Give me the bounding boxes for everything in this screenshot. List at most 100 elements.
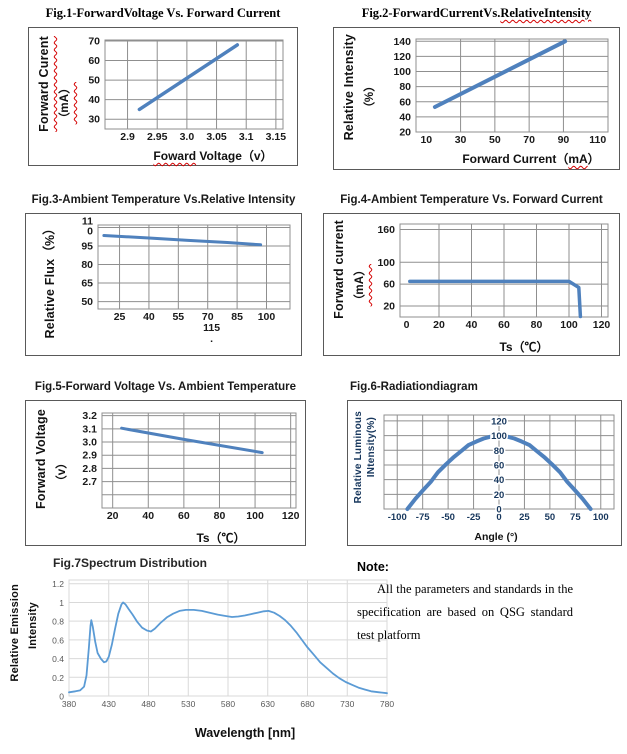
fig7-y-axis-title-line2: Intensity (27, 602, 39, 650)
fig5-title-text: Fig.5-Forward Voltage Vs. Ambient Temper… (34, 381, 297, 393)
svg-text:40: 40 (494, 475, 505, 486)
svg-text:80: 80 (399, 81, 411, 93)
note-block: Note: All the parameters and standards i… (357, 560, 573, 647)
fig4-frame: Forward current （mA） 0 20 40 60 80 100 120 160 1… (323, 213, 620, 356)
fig2-y-axis-title: Relative Intensity (342, 34, 356, 141)
fig5-y-axis-title: Forward Voltage (34, 409, 48, 510)
svg-text:60: 60 (88, 55, 100, 67)
fig4-x-axis-title: Ts（℃） (499, 340, 549, 354)
svg-text:3.0: 3.0 (180, 131, 195, 143)
svg-text:3.1: 3.1 (239, 131, 254, 143)
svg-text:0: 0 (59, 692, 64, 702)
svg-text:3.15: 3.15 (266, 131, 287, 143)
svg-text:40: 40 (143, 311, 155, 323)
svg-text:0.2: 0.2 (52, 673, 64, 683)
svg-text:0.4: 0.4 (52, 654, 64, 664)
fig3-title: Fig.3-Ambient Temperature Vs.Relative In… (25, 194, 302, 206)
svg-text:100: 100 (491, 431, 507, 442)
svg-text:30: 30 (88, 114, 100, 126)
svg-text:480: 480 (141, 699, 155, 709)
svg-text:100: 100 (377, 257, 395, 269)
svg-text:2.95: 2.95 (147, 131, 168, 143)
svg-text:0: 0 (496, 512, 501, 523)
fig5-title: Fig.5-Forward Voltage Vs. Ambient Temper… (25, 381, 306, 393)
fig2-title: Fig.2-ForwardCurrentVs.RelativeIntensity (333, 6, 620, 21)
svg-text:-50: -50 (441, 512, 455, 523)
fig2-x-axis-title-pre: Forward Current（ (462, 152, 569, 166)
svg-text:40: 40 (466, 319, 478, 331)
svg-text:50: 50 (489, 134, 501, 146)
fig6-title-text: Fig.6-Radiationdiagram (350, 381, 478, 393)
figure-3: Fig.3-Ambient Temperature Vs.Relative In… (25, 194, 302, 356)
figure-5: Fig.5-Forward Voltage Vs. Ambient Temper… (25, 381, 306, 546)
svg-text:20: 20 (494, 490, 505, 501)
svg-text:70: 70 (523, 134, 535, 146)
svg-text:25: 25 (519, 512, 530, 523)
svg-text:-75: -75 (416, 512, 430, 523)
svg-text:70: 70 (202, 311, 214, 323)
svg-text:100: 100 (258, 311, 276, 323)
fig6-x-axis-title: Angle (°) (474, 531, 518, 543)
svg-text:60: 60 (498, 319, 510, 331)
svg-text:20: 20 (383, 301, 395, 313)
svg-text:85: 85 (231, 311, 243, 323)
svg-text:0.6: 0.6 (52, 635, 64, 645)
figure-4: Fig.4-Ambient Temperature Vs. Forward Cu… (323, 194, 620, 356)
fig7-title-text: Fig.7Spectrum Distribution (53, 556, 208, 570)
fig6-frame: Relative Luminous INtensity(%) -100 -75 -5… (347, 400, 622, 546)
svg-text:120: 120 (593, 319, 611, 331)
svg-text:10: 10 (420, 134, 432, 146)
svg-text:2.7: 2.7 (82, 476, 97, 488)
fig2-title-misspelled: RelativeIntensity (500, 6, 592, 20)
figure-1: Fig.1-ForwardVoltage Vs. Forward Current… (28, 6, 298, 167)
fig4-chart-canvas: 0 20 40 60 80 100 120 160 100 60 20 (377, 223, 611, 331)
svg-text:100: 100 (246, 510, 264, 522)
svg-text:0: 0 (87, 225, 93, 237)
svg-text:100: 100 (393, 66, 411, 78)
svg-text:.: . (210, 333, 213, 345)
svg-text:80: 80 (81, 259, 93, 271)
svg-text:0: 0 (404, 319, 410, 331)
figure-2: Fig.2-ForwardCurrentVs.RelativeIntensity… (333, 6, 620, 171)
svg-text:20: 20 (107, 510, 119, 522)
svg-text:160: 160 (377, 224, 395, 236)
svg-text:140: 140 (393, 36, 411, 48)
svg-text:680: 680 (300, 699, 314, 709)
fig2-x-axis-title-misspelled: mA (568, 152, 588, 166)
fig1-frame: Forward Curent （mA） 2.9 2.95 3.0 3.05 3.1 3.1… (28, 27, 298, 166)
fig6-y-axis-title-line1: Relative Luminous (353, 411, 364, 504)
svg-text:60: 60 (383, 279, 395, 291)
svg-text:55: 55 (172, 311, 184, 323)
svg-text:60: 60 (494, 460, 505, 471)
svg-text:60: 60 (399, 96, 411, 108)
svg-text:380: 380 (62, 699, 76, 709)
fig1-x-axis-title-misspelled: Foward (153, 149, 197, 163)
fig2-chart-canvas: 10 30 50 70 90 110 140 120 100 80 60 40 20 (393, 36, 609, 146)
fig1-y-axis-title: Forward Curent (37, 36, 51, 132)
svg-text:80: 80 (214, 510, 226, 522)
svg-text:530: 530 (181, 699, 195, 709)
note-heading: Note: (357, 560, 389, 574)
fig7-x-axis-title: Wavelength [nm] (194, 726, 296, 740)
svg-text:120: 120 (491, 416, 507, 427)
fig5-frame: Forward Voltage （v） 20 40 60 80 100 120 3.2 3.1… (25, 400, 306, 546)
figure-7: Fig.7Spectrum Distribution Relative Emis… (5, 556, 397, 752)
svg-text:65: 65 (81, 278, 93, 290)
note-body: All the parameters and standards in the … (357, 582, 573, 643)
svg-text:50: 50 (88, 75, 100, 87)
svg-text:3.2: 3.2 (82, 410, 97, 422)
svg-text:3.05: 3.05 (206, 131, 227, 143)
svg-text:1.2: 1.2 (52, 579, 64, 589)
svg-text:75: 75 (570, 512, 581, 523)
svg-text:2.9: 2.9 (120, 131, 135, 143)
figure-6: Fig.6-Radiationdiagram Relative Luminous… (347, 381, 622, 546)
fig2-y-axis-unit: （%） (364, 80, 376, 114)
svg-text:25: 25 (114, 311, 126, 323)
svg-text:430: 430 (102, 699, 116, 709)
svg-text:20: 20 (433, 319, 445, 331)
fig4-y-axis-unit: （mA） (354, 264, 366, 307)
svg-text:30: 30 (455, 134, 467, 146)
fig6-chart-canvas: -100 -75 -50 -25 0 25 50 75 100 120 100 80 60 40 20 0 (383, 414, 615, 523)
fig2-title-pre: Fig.2-ForwardCurrentVs. (361, 6, 501, 20)
svg-text:-25: -25 (467, 512, 481, 523)
